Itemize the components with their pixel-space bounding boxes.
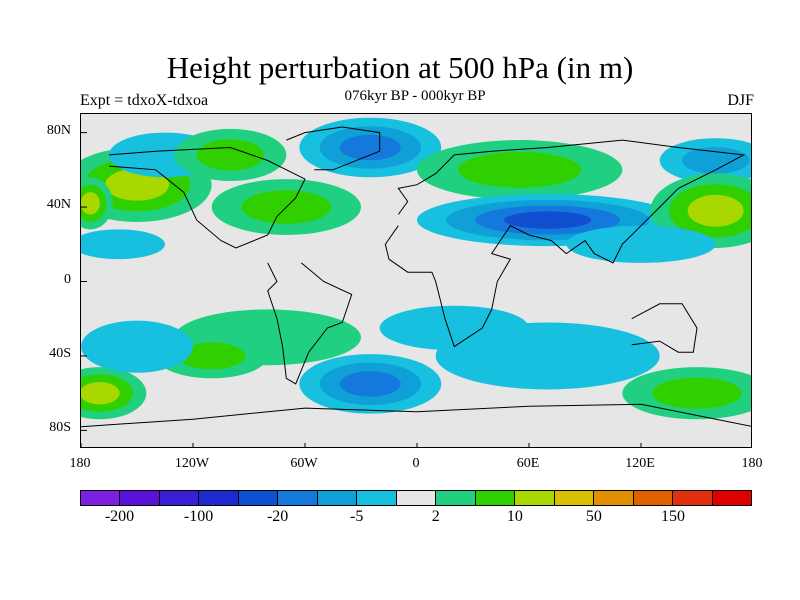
colorbar-box-3 [199,491,239,505]
colorbar-label-4: 2 [431,508,440,525]
colorbar-box-1 [120,491,160,505]
anomaly-region-14-ring-2 [339,371,401,397]
coastline-0 [108,146,306,249]
coastline-4 [81,403,751,428]
colorbar-box-8 [396,491,437,505]
anomaly-region-6-ring-1 [458,151,582,188]
colorbar-label-3: -5 [350,508,364,525]
colorbar-box-15 [673,491,713,505]
lon-tick-label-5: 120E [625,456,655,471]
colorbar-label-6: 50 [585,508,602,525]
colorbar-box-12 [554,491,595,505]
season-label: DJF [727,92,754,109]
anomaly-region-10-ring-0 [566,225,716,263]
experiment-label: Expt = tdxoX-tdxoa [80,92,209,109]
map-plot-area [80,113,752,448]
colorbar-box-16 [712,491,751,505]
colorbar-box-5 [278,491,318,505]
anomaly-region-8-ring-3 [504,211,592,229]
colorbar-box-14 [633,491,674,505]
colorbar [80,490,752,506]
lat-tick-label-3: 40S [49,345,71,361]
lat-tick-label-4: 80S [49,420,71,436]
chart-subtitle: 076kyr BP - 000kyr BP [344,88,486,104]
anomaly-region-3-ring-1 [196,139,264,171]
colorbar-box-6 [317,491,358,505]
colorbar-box-7 [357,491,397,505]
colorbar-box-2 [159,491,200,505]
anomaly-region-17-ring-1 [652,377,742,409]
lat-tick-label-2: 0 [64,271,71,287]
colorbar-box-11 [515,491,555,505]
colorbar-label-1: -100 [183,508,214,525]
anomaly-region-16-ring-0 [435,322,660,390]
colorbar-label-7: 150 [660,508,685,525]
anomaly-field [81,114,751,447]
anomaly-region-13-ring-1 [178,342,246,370]
chart-title: Height perturbation at 500 hPa (in m) [166,50,634,85]
coastline-5 [286,126,381,171]
lon-tick-label-0: 180 [69,456,91,471]
colorbar-box-4 [238,491,279,505]
colorbar-label-2: -20 [266,508,289,525]
anomaly-region-11-ring-0 [81,229,165,260]
colorbar-label-5: 10 [506,508,523,525]
anomaly-region-9-ring-2 [687,194,744,227]
anomaly-region-1-ring-2 [81,192,100,215]
coastline-3 [631,303,698,353]
lon-tick-label-1: 120W [174,456,210,471]
lon-tick-label-2: 60W [290,456,318,471]
anomaly-region-18-ring-2 [81,382,120,405]
coastline-2 [384,139,746,348]
lon-tick-label-3: 0 [412,456,420,471]
anomaly-region-19-ring-0 [81,320,193,373]
colorbar-label-0: -200 [104,508,135,525]
colorbar-box-10 [475,491,516,505]
anomaly-region-5-ring-2 [339,134,401,161]
colorbar-box-13 [594,491,634,505]
colorbar-box-9 [436,491,476,505]
lat-tick-label-0: 80N [46,122,71,138]
colorbar-box-0 [81,491,121,505]
lon-tick-label-6: 180 [741,456,763,471]
coastline-1 [267,262,353,385]
lat-tick-label-1: 40N [46,197,71,213]
lon-tick-label-4: 60E [516,456,540,471]
